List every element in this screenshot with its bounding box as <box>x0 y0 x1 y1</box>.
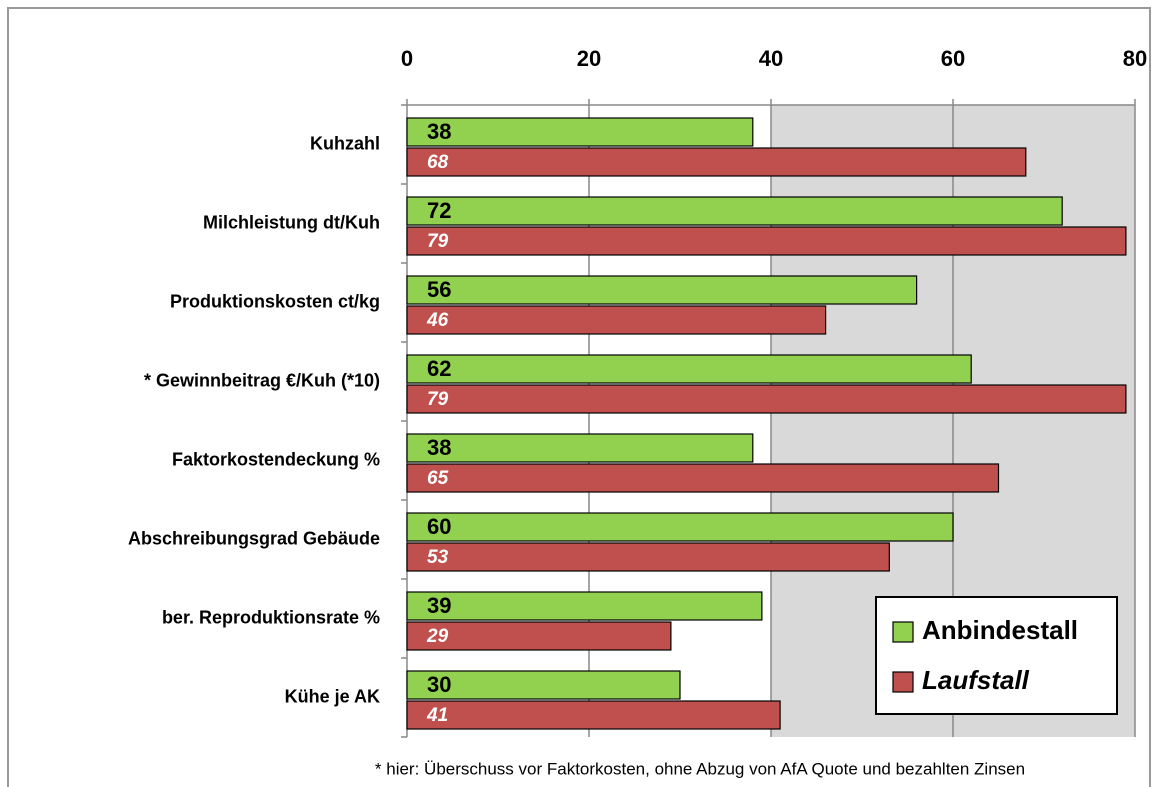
x-tick-label: 0 <box>401 46 413 71</box>
bar <box>406 591 763 621</box>
x-tick-label: 20 <box>577 46 601 71</box>
value-label: 39 <box>427 593 451 618</box>
bar <box>406 117 754 147</box>
bar <box>406 670 681 700</box>
x-tick-label: 80 <box>1123 46 1147 71</box>
value-label: 62 <box>427 356 451 381</box>
bar <box>406 433 754 463</box>
bar <box>406 354 972 384</box>
bar <box>406 147 1027 177</box>
y-tick-label: ber. Reproduktionsrate % <box>162 607 380 627</box>
y-tick-label: Faktorkostendeckung % <box>172 449 380 469</box>
x-tick-label: 40 <box>759 46 783 71</box>
value-label: 53 <box>427 547 449 568</box>
bar <box>406 275 918 305</box>
x-tick-label: 60 <box>941 46 965 71</box>
value-label: 60 <box>427 514 451 539</box>
legend-label: Anbindestall <box>922 615 1078 645</box>
legend-box <box>875 596 1118 715</box>
value-label: 56 <box>427 277 451 302</box>
value-label: 68 <box>427 152 449 173</box>
value-label: 30 <box>427 672 451 697</box>
bar <box>406 226 1127 256</box>
value-label: 41 <box>426 705 448 726</box>
footnote: * hier: Überschuss vor Faktorkosten, ohn… <box>375 759 1025 778</box>
y-tick-label: Abschreibungsgrad Gebäude <box>128 528 380 548</box>
legend-swatch <box>892 671 914 693</box>
y-tick-label: * Gewinnbeitrag €/Kuh (*10) <box>144 370 380 390</box>
legend-swatch <box>892 621 914 643</box>
bar <box>406 512 954 542</box>
bar <box>406 196 1063 226</box>
bar <box>406 463 1000 493</box>
value-label: 65 <box>427 468 449 489</box>
y-tick-label: Kühe je AK <box>285 686 380 706</box>
value-label: 79 <box>427 389 449 410</box>
bar <box>406 542 890 572</box>
value-label: 72 <box>427 198 451 223</box>
y-tick-label: Produktionskosten ct/kg <box>170 291 380 311</box>
value-label: 29 <box>426 626 449 647</box>
y-tick-label: Milchleistung dt/Kuh <box>203 212 380 232</box>
value-label: 46 <box>426 310 449 331</box>
legend-label: Laufstall <box>922 665 1030 695</box>
bar <box>406 621 672 651</box>
bar <box>406 384 1127 414</box>
bar <box>406 305 827 335</box>
value-label: 38 <box>427 119 451 144</box>
value-label: 38 <box>427 435 451 460</box>
y-tick-label: Kuhzahl <box>310 133 380 153</box>
bar <box>406 700 781 730</box>
value-label: 79 <box>427 231 449 252</box>
frame <box>7 7 1151 787</box>
